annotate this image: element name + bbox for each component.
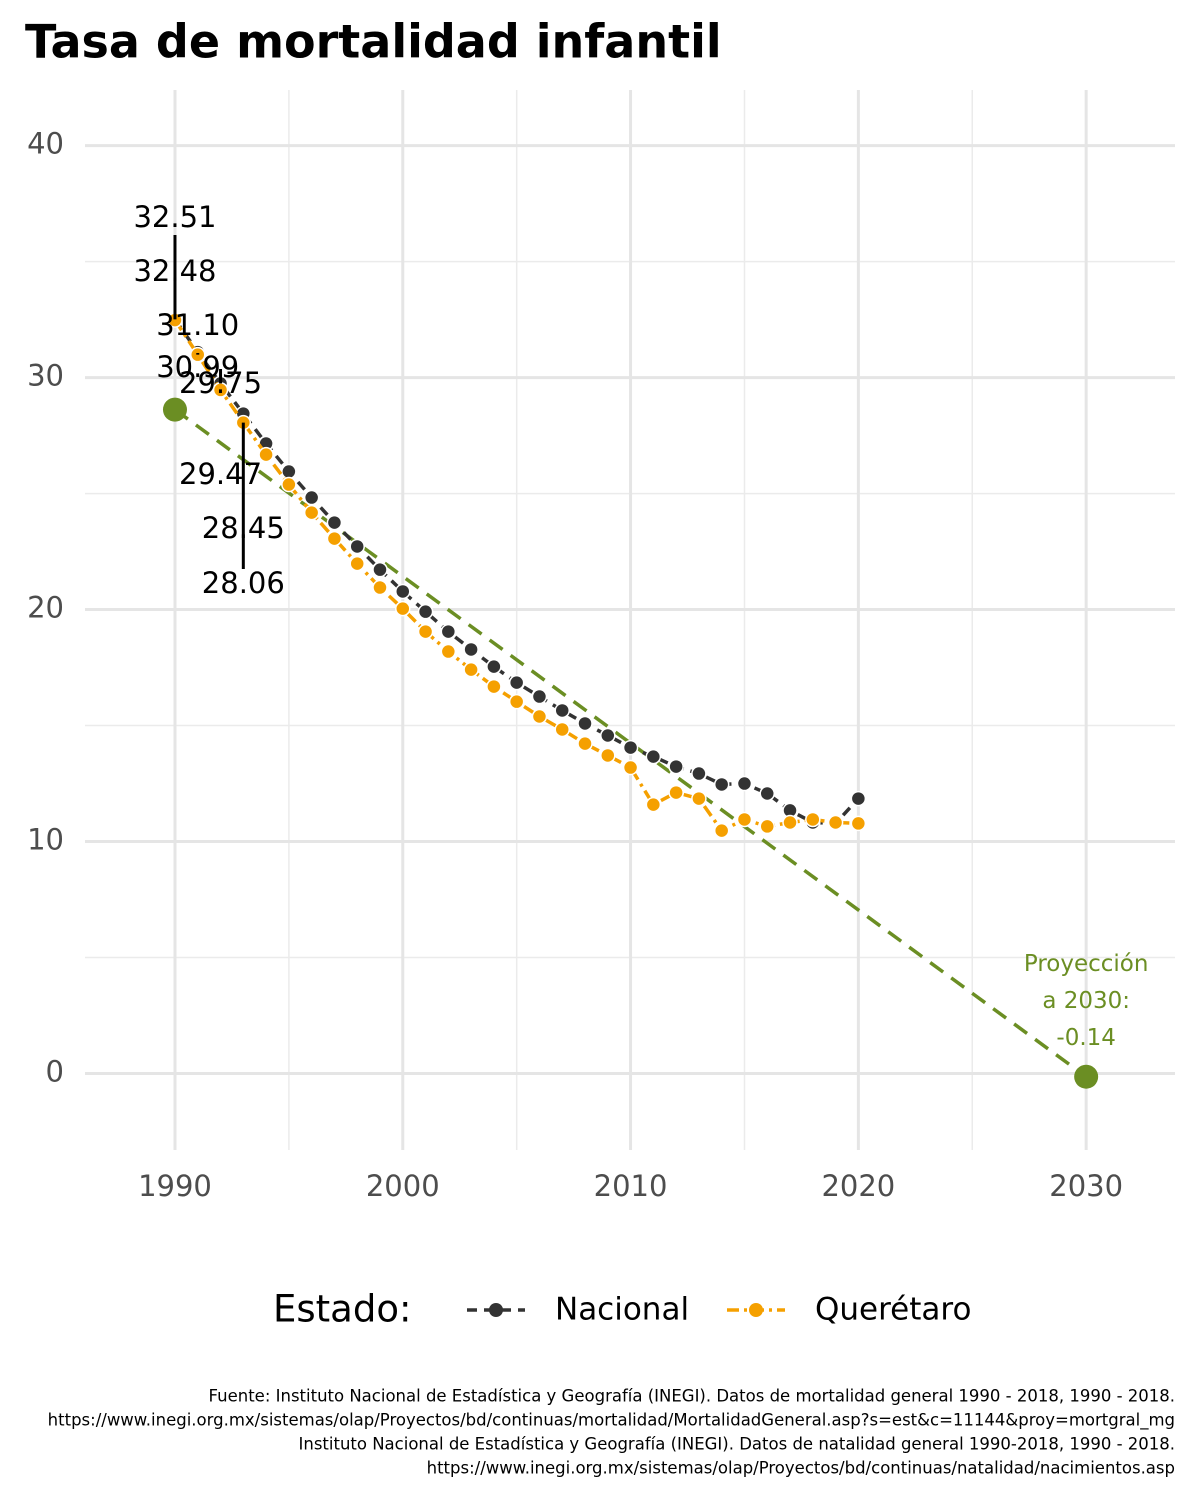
point bbox=[805, 811, 821, 828]
point bbox=[531, 708, 548, 725]
point bbox=[303, 504, 320, 521]
point bbox=[395, 600, 411, 617]
point bbox=[554, 702, 570, 719]
point bbox=[508, 693, 525, 710]
caption: https://www.inegi.org.mx/sistemas/olap/P… bbox=[427, 1459, 1175, 1478]
point bbox=[281, 463, 297, 480]
data-label: 31.10 bbox=[156, 308, 239, 342]
point bbox=[486, 678, 502, 695]
point bbox=[668, 758, 684, 775]
point bbox=[827, 814, 844, 831]
data-label: 32.51 bbox=[133, 200, 216, 234]
point bbox=[736, 775, 753, 792]
point bbox=[622, 739, 639, 756]
caption: https://www.inegi.org.mx/sistemas/olap/P… bbox=[48, 1411, 1175, 1431]
point bbox=[691, 790, 707, 807]
trend-line bbox=[173, 408, 1088, 1079]
point bbox=[486, 658, 502, 675]
point bbox=[645, 748, 662, 765]
point bbox=[600, 727, 616, 744]
x-tick-label: 2000 bbox=[366, 1169, 440, 1203]
x-tick-label: 2030 bbox=[1049, 1169, 1123, 1203]
point bbox=[303, 489, 320, 506]
data-label: 29.75 bbox=[179, 366, 262, 400]
point bbox=[850, 815, 867, 832]
data-label: 29.47 bbox=[179, 457, 262, 491]
point bbox=[372, 561, 388, 578]
legend-label: Querétaro bbox=[815, 1292, 971, 1328]
point bbox=[577, 715, 593, 732]
data-label: 28.06 bbox=[202, 566, 285, 600]
point bbox=[508, 674, 525, 691]
point bbox=[326, 530, 343, 547]
x-tick-label: 2010 bbox=[594, 1169, 668, 1203]
point bbox=[668, 784, 684, 801]
point bbox=[577, 735, 593, 752]
trend-point bbox=[162, 397, 187, 422]
point bbox=[622, 759, 639, 776]
legend-title: Estado: bbox=[273, 1288, 411, 1331]
point bbox=[713, 822, 730, 839]
chart-title: Tasa de mortalidad infantil bbox=[25, 15, 722, 69]
point bbox=[395, 583, 411, 600]
data-label: 32.48 bbox=[133, 254, 216, 288]
point bbox=[782, 814, 798, 831]
point bbox=[440, 643, 457, 660]
x-tick-label: 2020 bbox=[821, 1169, 895, 1203]
y-tick-label: 10 bbox=[27, 823, 64, 857]
point bbox=[417, 623, 434, 640]
point bbox=[713, 776, 730, 793]
x-tick-label: 1990 bbox=[138, 1169, 212, 1203]
point bbox=[645, 796, 662, 813]
data-label: 30.99 bbox=[156, 350, 239, 384]
point bbox=[850, 790, 867, 807]
trend-point bbox=[1074, 1064, 1099, 1089]
legend-key-point bbox=[749, 1303, 763, 1317]
annotation: a 2030: bbox=[1042, 988, 1130, 1014]
caption: Fuente: Instituto Nacional de Estadístic… bbox=[209, 1387, 1175, 1406]
point bbox=[600, 747, 616, 764]
point bbox=[349, 555, 365, 572]
point bbox=[463, 661, 479, 678]
point bbox=[440, 623, 457, 640]
point bbox=[554, 721, 570, 738]
point bbox=[417, 603, 434, 620]
point bbox=[736, 811, 753, 828]
point bbox=[531, 688, 548, 705]
point bbox=[326, 514, 343, 531]
point bbox=[281, 476, 297, 493]
point bbox=[759, 818, 775, 835]
y-tick-label: 40 bbox=[27, 127, 64, 161]
point bbox=[372, 579, 388, 596]
caption: Instituto Nacional de Estadística y Geog… bbox=[299, 1435, 1176, 1454]
point bbox=[759, 785, 775, 802]
legend-key-point bbox=[489, 1303, 503, 1317]
legend-label: Nacional bbox=[555, 1292, 689, 1328]
annotation: Proyección bbox=[1024, 951, 1149, 977]
y-tick-label: 20 bbox=[27, 591, 64, 625]
y-tick-label: 30 bbox=[27, 359, 64, 393]
annotation: -0.14 bbox=[1056, 1025, 1116, 1051]
point bbox=[463, 641, 479, 658]
point bbox=[258, 446, 274, 463]
y-tick-label: 0 bbox=[46, 1054, 64, 1088]
point bbox=[691, 765, 707, 782]
point bbox=[349, 538, 365, 555]
